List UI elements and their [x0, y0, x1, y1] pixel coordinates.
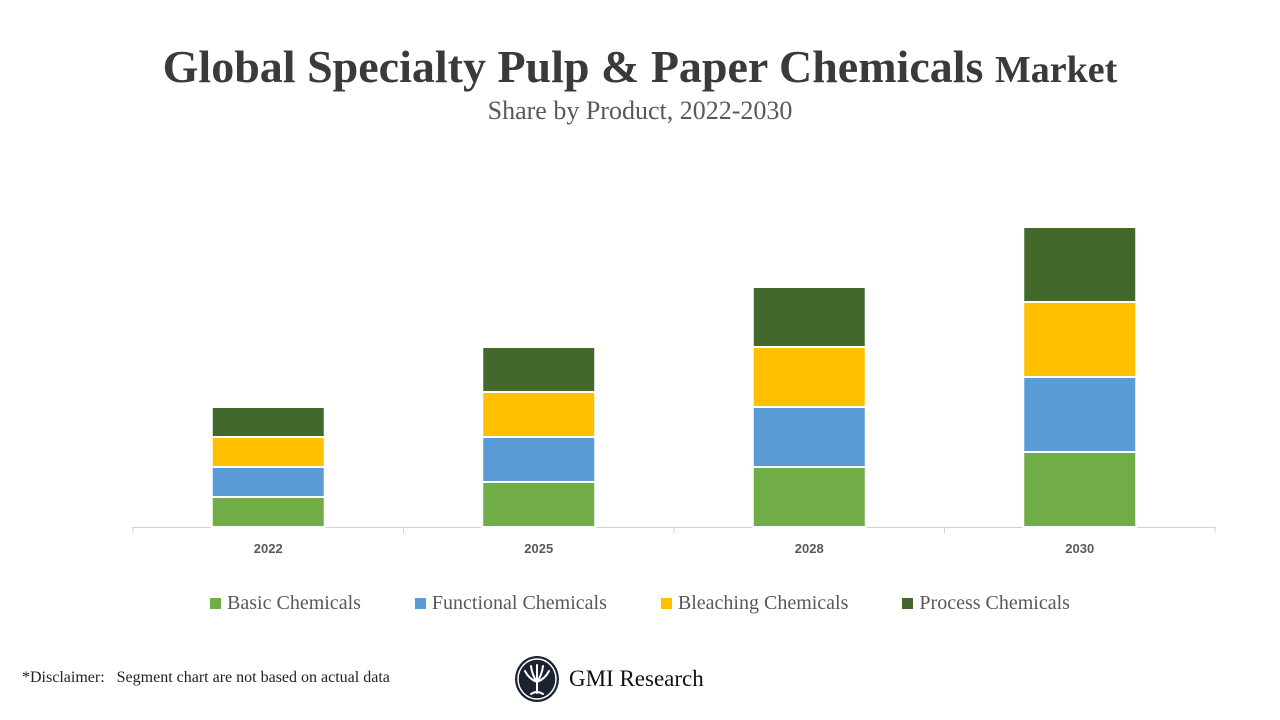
legend-label: Functional Chemicals: [431, 592, 607, 614]
bar-segment: [1022, 226, 1138, 303]
x-tick-label: 2030: [1065, 541, 1094, 556]
legend-item: Functional Chemicals: [414, 592, 607, 615]
legend-label: Process Chemicals: [919, 592, 1070, 614]
bar-segment: [751, 286, 867, 348]
legend: Basic Chemicals Functional Chemicals Bleac…: [0, 592, 1280, 615]
legend-label: Bleaching Chemicals: [677, 592, 849, 614]
legend-swatch: [210, 598, 222, 609]
bar-segment: [481, 391, 597, 438]
bar-segment: [481, 346, 597, 393]
legend-item: Basic Chemicals: [210, 592, 361, 615]
bar-segment: [481, 481, 597, 528]
legend-swatch: [902, 598, 914, 609]
bar-segment: [751, 406, 867, 468]
bar-segment: [210, 436, 326, 468]
legend-swatch: [660, 598, 672, 609]
bar-segment: [210, 466, 326, 498]
bar-segment: [1022, 451, 1138, 528]
bar-segment: [481, 436, 597, 483]
x-tick-label: 2028: [795, 541, 824, 556]
disclaimer: *Disclaimer: Segment chart are not based…: [22, 669, 390, 686]
bar-segment: [1022, 376, 1138, 453]
bar-segment: [210, 496, 326, 528]
legend-label: Basic Chemicals: [227, 592, 361, 614]
x-tick-label: 2025: [524, 541, 553, 556]
logo-text: GMI Research: [569, 666, 704, 691]
chart-subtitle: Share by Product, 2022-2030: [487, 96, 793, 125]
gmi-logo: GMI Research: [513, 655, 704, 703]
bar-segment: [751, 346, 867, 408]
legend-item: Bleaching Chemicals: [660, 592, 849, 615]
bar-segment: [210, 406, 326, 438]
x-tick-label: 2022: [254, 541, 283, 556]
gmi-tree-logo-icon: [515, 656, 559, 702]
chart-title: Global Specialty Pulp & Paper Chemicals …: [0, 40, 1280, 93]
title-main: Global Specialty Pulp & Paper Chemicals: [162, 41, 984, 92]
legend-item: Process Chemicals: [902, 592, 1070, 615]
title-suffix: Market: [994, 49, 1118, 91]
bar-segment: [751, 466, 867, 528]
legend-swatch: [414, 598, 426, 609]
bar-segment: [1022, 301, 1138, 378]
